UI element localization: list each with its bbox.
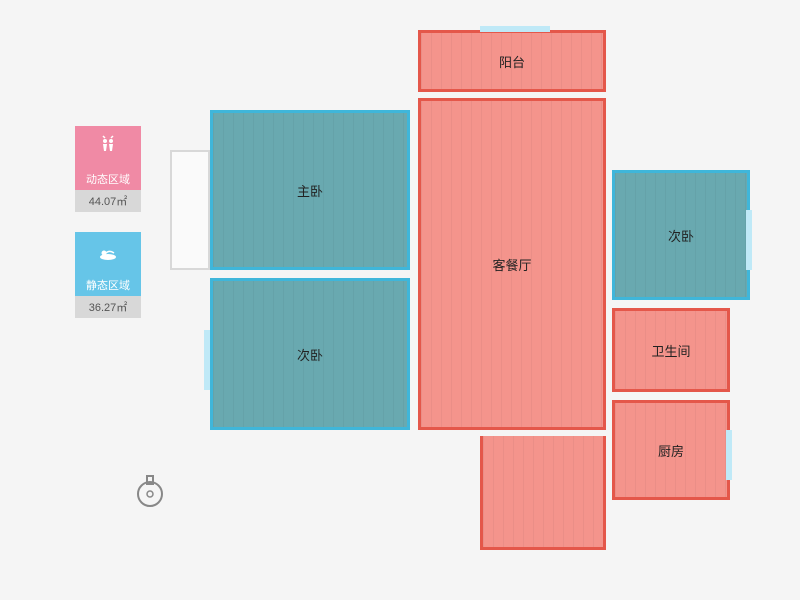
room-kitchen: 厨房 — [612, 400, 730, 500]
room-balcony: 阳台 — [418, 30, 606, 92]
legend-dynamic-value: 44.07㎡ — [75, 190, 141, 212]
room-bedroom2: 次卧 — [612, 170, 750, 300]
window-marker — [746, 210, 752, 270]
room-bedroom3-label: 次卧 — [297, 345, 323, 364]
room-hall-extension — [480, 436, 606, 550]
room-living-label: 客餐厅 — [492, 255, 531, 274]
room-living: 客餐厅 — [418, 98, 606, 430]
legend: 动态区域 44.07㎡ 静态区域 36.27㎡ — [75, 126, 141, 338]
room-kitchen-label: 厨房 — [658, 441, 684, 460]
shelf — [170, 150, 210, 270]
room-master-label: 主卧 — [297, 181, 323, 200]
legend-dynamic: 动态区域 44.07㎡ — [75, 126, 141, 212]
room-bathroom: 卫生间 — [612, 308, 730, 392]
room-bathroom-label: 卫生间 — [651, 341, 690, 360]
room-bedroom2-label: 次卧 — [668, 226, 694, 245]
room-balcony-label: 阳台 — [499, 52, 525, 71]
room-master-bedroom: 主卧 — [210, 110, 410, 270]
sleep-icon — [75, 232, 141, 274]
window-marker — [204, 330, 210, 390]
room-bedroom3: 次卧 — [210, 278, 410, 430]
people-icon — [75, 126, 141, 168]
legend-dynamic-label: 动态区域 — [75, 168, 141, 190]
compass-icon — [130, 472, 170, 512]
window-marker — [480, 26, 550, 32]
legend-static-label: 静态区域 — [75, 274, 141, 296]
floorplan: 阳台 主卧 客餐厅 次卧 次卧 卫生间 厨房 — [200, 30, 760, 580]
legend-static-value: 36.27㎡ — [75, 296, 141, 318]
legend-static: 静态区域 36.27㎡ — [75, 232, 141, 318]
window-marker — [726, 430, 732, 480]
